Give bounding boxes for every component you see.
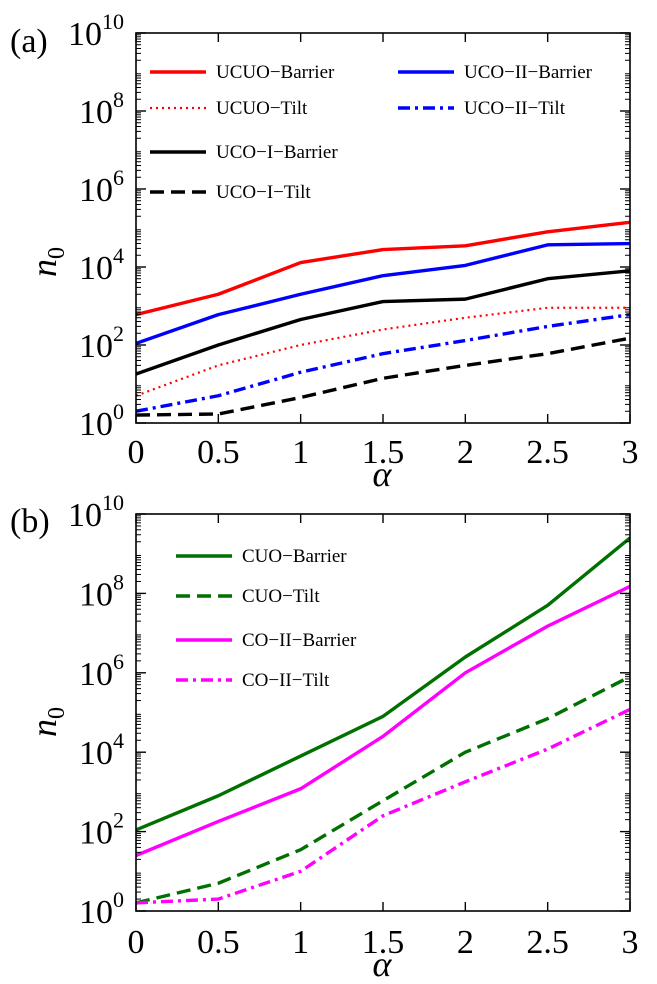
panel-a-legend-label-3: UCO−I−Barrier	[216, 142, 338, 163]
panel-b-legend-entry-3: CO−II−Barrier	[176, 630, 357, 651]
panel-a-y-tick-label-5: 1010	[68, 9, 124, 53]
panel-a-label: (a)	[10, 23, 48, 60]
panel-a-legend-label-5: UCO−II−Barrier	[464, 62, 593, 83]
panel-b-legend-label-2: CUO−Tilt	[242, 586, 320, 607]
panel-a-legend-label-4: UCO−I−Tilt	[216, 182, 311, 203]
panel-b-y-tick-label-2: 104	[79, 728, 124, 772]
svg-text:n0: n0	[24, 247, 70, 277]
panel-a-series	[136, 220, 630, 417]
panel-b-series-line-2	[136, 675, 630, 905]
panel-a-x-tick-label-4: 2	[457, 434, 474, 471]
panel-b-series-line-4	[136, 707, 630, 905]
panel-a-legend-entry-6: UCO−II−Tilt	[398, 98, 566, 119]
panel-b-x-tick-label-6: 3	[622, 924, 639, 961]
panel-b-y-axis-label-main: n	[24, 719, 64, 737]
panel-b-x-axis-label: α	[373, 944, 393, 984]
panel-a-x-tick-label-0: 0	[128, 434, 145, 471]
panel-b-series	[136, 536, 630, 905]
panel-a-series-line-6	[136, 312, 630, 413]
panel-b-label: (b)	[10, 503, 50, 540]
panel-b-legend: CUO−Barrier CUO−Tilt CO−II−Barrier CO−II−Ti…	[176, 546, 357, 691]
panel-b-y-tick-label-0: 100	[79, 887, 124, 931]
panel-b-series-line-3	[136, 584, 630, 858]
panel-b-x-tick-label-1: 0.5	[197, 924, 240, 961]
panel-a-series-line-3	[136, 269, 630, 376]
panel-a-y-axis-label-main: n	[24, 259, 64, 277]
panel-b-legend-label-3: CO−II−Barrier	[242, 630, 357, 651]
panel-b-plot-frame	[135, 513, 631, 912]
panel-a-legend-entry-5: UCO−II−Barrier	[398, 62, 593, 83]
panel-a-legend-label-6: UCO−II−Tilt	[464, 98, 566, 119]
panel-a-x-tick-label-1: 0.5	[197, 434, 240, 471]
panel-a: (a) n0 α 0 0.5 1 1.5 2 2.5 3100102104106108101…	[10, 9, 639, 494]
panel-a-ticks: 0 0.5 1 1.5 2 2.5 3 100 102 104 106 108 1010	[68, 9, 639, 471]
panel-a-series-line-1	[136, 220, 630, 317]
panel-a-legend-label-1: UCUO−Barrier	[216, 62, 335, 83]
svg-text:n0: n0	[24, 707, 70, 737]
panel-a-x-axis-label: α	[373, 454, 393, 494]
panel-b-y-tick-label-4: 108	[79, 569, 124, 613]
panel-b-legend-entry-2: CUO−Tilt	[176, 586, 320, 607]
panel-a-legend-label-2: UCUO−Tilt	[216, 98, 308, 119]
panel-a-series-line-5	[136, 241, 630, 345]
panel-a-x-tick-label-6: 3	[622, 434, 639, 471]
panel-a-legend-entry-2: UCUO−Tilt	[150, 98, 308, 119]
panel-a-y-tick-label-2: 104	[79, 243, 124, 287]
panel-b-x-tick-label-5: 2.5	[526, 924, 569, 961]
panel-a-y-tick-label-1: 102	[79, 321, 124, 365]
panel-a-x-tick-label-3: 1.5	[362, 434, 405, 471]
panel-b-y-axis-label-sub: 0	[44, 707, 70, 719]
panel-b-ticks: 0 0.5 1 1.5 2 2.5 3 100 102 104 106 108 1010	[68, 490, 639, 961]
panel-b-y-axis-label: n0	[24, 707, 70, 737]
panel-b-series-line-1	[136, 536, 630, 832]
panel-a-y-tick-label-3: 106	[79, 165, 124, 209]
panel-a-y-tick-label-0: 100	[79, 399, 124, 443]
panel-b-x-tick-label-3: 1.5	[362, 924, 405, 961]
panel-a-y-axis-label: n0	[24, 247, 70, 277]
panel-a-plot-frame	[135, 32, 631, 424]
panel-b: (b) n0 α 0 0.5 1 1.5 2 2.5 3100102104106108101…	[10, 490, 639, 984]
panel-a-legend: UCUO−Barrier UCUO−Tilt UCO−I−Barrier UCO−I−…	[150, 62, 593, 203]
panel-a-legend-entry-3: UCO−I−Barrier	[150, 142, 338, 163]
panel-a-x-tick-label-5: 2.5	[526, 434, 569, 471]
panel-b-legend-entry-1: CUO−Barrier	[176, 546, 347, 567]
panel-b-x-tick-label-0: 0	[128, 924, 145, 961]
panel-a-x-tick-label-2: 1	[292, 434, 309, 471]
panel-b-x-tick-label-4: 2	[457, 924, 474, 961]
panel-b-y-tick-label-5: 1010	[68, 490, 124, 534]
panel-a-legend-entry-1: UCUO−Barrier	[150, 62, 335, 83]
panel-b-legend-label-4: CO−II−Tilt	[242, 670, 330, 691]
panel-b-legend-label-1: CUO−Barrier	[242, 546, 347, 567]
panel-b-legend-entry-4: CO−II−Tilt	[176, 670, 330, 691]
panel-a-y-tick-label-4: 108	[79, 87, 124, 131]
panel-a-legend-entry-4: UCO−I−Tilt	[150, 182, 311, 203]
panel-a-y-axis-label-sub: 0	[44, 247, 70, 259]
panel-b-y-tick-label-3: 106	[79, 649, 124, 693]
panel-b-y-tick-label-1: 102	[79, 808, 124, 852]
panel-b-x-tick-label-2: 1	[292, 924, 309, 961]
